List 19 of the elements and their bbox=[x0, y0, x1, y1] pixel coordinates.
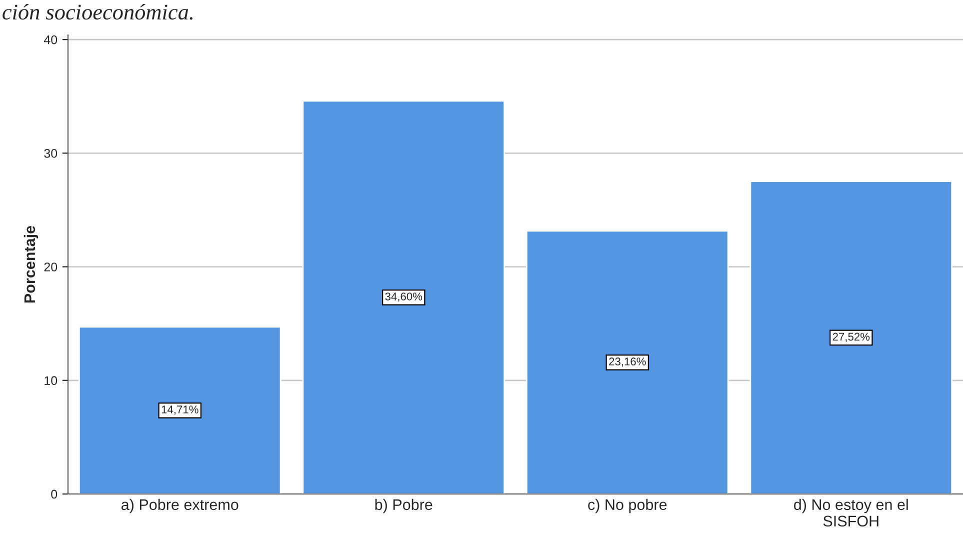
y-tick-label: 10 bbox=[44, 376, 58, 386]
data-label: 23,16% bbox=[609, 358, 646, 367]
y-tick-label: 30 bbox=[44, 148, 58, 158]
bar bbox=[750, 180, 953, 494]
y-tick-label: 40 bbox=[44, 35, 58, 44]
data-label: 14,71% bbox=[162, 406, 198, 415]
y-tick-label: 0 bbox=[51, 490, 58, 499]
x-tick-label: d) No estoy en el SISFOH bbox=[794, 498, 908, 527]
bar bbox=[526, 230, 729, 494]
bar bbox=[302, 100, 506, 494]
bar bbox=[78, 326, 282, 494]
x-tick-label: a) Pobre extremo bbox=[122, 498, 238, 514]
text: ción socioeconómica. bbox=[2, 4, 192, 20]
y-axis-title: Porcentaje bbox=[24, 226, 38, 303]
data-label: 27,52% bbox=[832, 332, 870, 342]
data-label: 34,60% bbox=[385, 292, 422, 302]
x-tick-label: b) Pobre bbox=[375, 498, 432, 514]
x-tick-label: c) No pobre bbox=[588, 498, 667, 514]
y-tick-label: 20 bbox=[44, 262, 58, 272]
